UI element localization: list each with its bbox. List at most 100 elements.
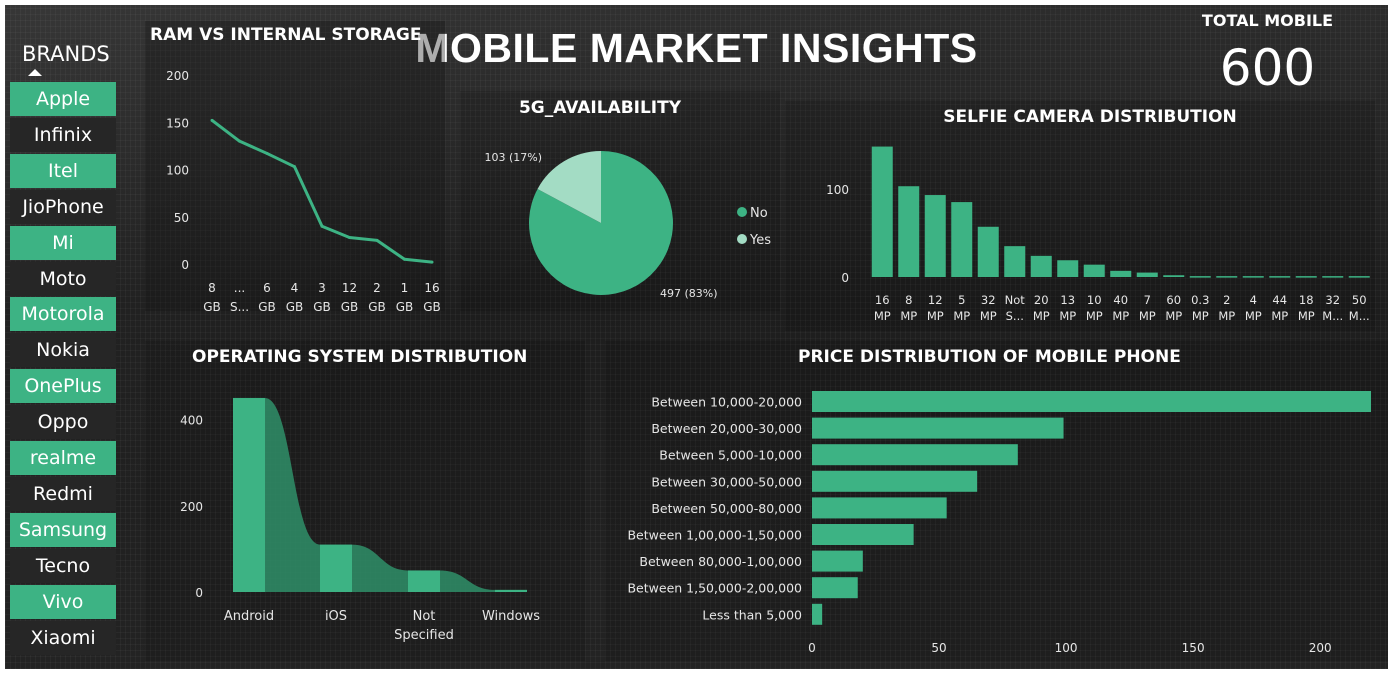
y-tick-label: Between 50,000-80,000	[651, 501, 802, 516]
brand-item-nokia[interactable]: Nokia	[10, 333, 116, 368]
x-tick-label: 20	[1034, 293, 1049, 307]
x-tick-label: Not	[413, 609, 436, 624]
brand-item-xiaomi[interactable]: Xiaomi	[10, 620, 116, 655]
total-mobile-label: TOTAL MOBILE	[1201, 11, 1334, 30]
ram-point	[293, 165, 296, 169]
brand-item-realme[interactable]: realme	[10, 441, 116, 475]
ram-chart-panel[interactable]: RAM VS INTERNAL STORAGE 0 50 100 150 200 8 GB.…	[145, 21, 445, 311]
x-tick-label: 3	[318, 281, 326, 295]
x-tick-label: 50	[1352, 293, 1367, 307]
x-tick-label: MP	[1298, 309, 1315, 323]
x-tick-label: MP	[1139, 309, 1156, 323]
os-bar	[320, 544, 352, 592]
price-bar-chart: Between 10,000-20,000 Between 20,000-30,0…	[627, 391, 1371, 655]
pie-data-label-no: 497 (83%)	[660, 287, 718, 300]
x-tick-label: 2	[1223, 293, 1230, 307]
selfie-bar	[871, 146, 893, 277]
y-tick-label: 400	[180, 414, 203, 428]
price-bar	[812, 577, 858, 599]
pie-slice-yes	[537, 151, 601, 223]
os-chart-title: OPERATING SYSTEM DISTRIBUTION	[192, 347, 528, 367]
y-tick-label: Between 30,000-50,000	[651, 474, 802, 489]
brand-item-mi[interactable]: Mi	[10, 225, 116, 260]
selfie-bar	[898, 186, 920, 277]
x-tick-label: GB	[286, 300, 304, 311]
selfie-bar	[951, 202, 973, 277]
brand-item-oppo[interactable]: Oppo	[10, 405, 116, 440]
x-tick-label: 12	[342, 281, 357, 295]
x-tick-label: 16	[424, 281, 439, 295]
y-tick-label: Between 5,000-10,000	[659, 448, 802, 463]
y-tick-label: 200	[166, 69, 189, 83]
x-tick-label: 5	[958, 293, 965, 307]
ram-point	[375, 238, 379, 242]
brand-item-motorola[interactable]: Motorola	[10, 297, 116, 332]
y-tick-label: 100	[826, 183, 849, 197]
brand-item-jiophone[interactable]: JioPhone	[10, 189, 116, 224]
legend-label-yes: Yes	[749, 233, 771, 248]
selfie-chart-panel[interactable]: SELFIE CAMERA DISTRIBUTION 0 100 16 MP 8 MP 12…	[785, 101, 1375, 331]
x-tick-label: 200	[1309, 641, 1332, 655]
price-bar	[812, 444, 1018, 466]
x-tick-label: iOS	[325, 609, 347, 624]
brand-item-infinix[interactable]: Infinix	[10, 117, 116, 152]
dashboard-canvas: BRANDS Apple Infinix Itel JioPhone Mi Moto Mot…	[5, 5, 1388, 669]
selfie-bar	[1057, 260, 1079, 277]
x-tick-label: MP	[1245, 309, 1262, 323]
x-tick-label: 8	[905, 293, 912, 307]
price-bar	[812, 497, 947, 519]
y-tick-label: Between 10,000-20,000	[651, 395, 802, 410]
5g-chart-panel[interactable]: 5G_AVAILABILITY 497 (83%) 103 (17%) No Yes	[460, 91, 780, 311]
x-tick-label: 0.3	[1191, 293, 1209, 307]
x-tick-label: 10	[1087, 293, 1102, 307]
os-bar	[408, 570, 440, 592]
os-ribbon	[265, 397, 320, 592]
selfie-bar	[1322, 276, 1344, 278]
brand-item-oneplus[interactable]: OnePlus	[10, 369, 116, 404]
x-tick-label: GB	[258, 300, 276, 311]
sort-arrow-up-icon[interactable]	[28, 69, 42, 76]
price-bar	[812, 391, 1371, 412]
brand-item-tecno[interactable]: Tecno	[10, 548, 116, 583]
page-title: MOBILE MARKET INSIGHTS	[415, 25, 978, 71]
x-tick-label: 8	[208, 281, 216, 295]
y-tick-label: Less than 5,000	[702, 607, 802, 622]
x-tick-label: 7	[1144, 293, 1151, 307]
ram-point	[430, 260, 434, 264]
x-tick-label: M...	[1322, 309, 1343, 323]
x-tick-label: 40	[1113, 293, 1128, 307]
selfie-bar	[1136, 272, 1158, 277]
y-tick-label: Between 1,00,000-1,50,000	[627, 528, 802, 543]
y-tick-label: Between 20,000-30,000	[651, 421, 802, 436]
x-tick-label: 13	[1060, 293, 1075, 307]
x-tick-label: 60	[1166, 293, 1181, 307]
y-tick-label: 150	[166, 116, 189, 130]
brand-item-moto[interactable]: Moto	[10, 261, 116, 296]
price-bar	[812, 603, 823, 625]
os-chart-panel[interactable]: OPERATING SYSTEM DISTRIBUTION 0 200 400 And…	[145, 341, 585, 661]
x-tick-label: MP	[980, 309, 997, 323]
price-chart-panel[interactable]: PRICE DISTRIBUTION OF MOBILE PHONE Betwe…	[605, 341, 1388, 661]
x-tick-label: Specified	[394, 628, 454, 643]
ram-point	[348, 236, 351, 240]
os-ribbon	[352, 544, 408, 592]
x-tick-label: MP	[1086, 309, 1103, 323]
price-chart-title: PRICE DISTRIBUTION OF MOBILE PHONE	[798, 347, 1181, 367]
legend-marker-no	[737, 207, 747, 217]
slicer-title: BRANDS	[22, 42, 110, 66]
brand-item-itel[interactable]: Itel	[10, 153, 116, 188]
x-tick-label: S...	[230, 300, 249, 311]
brand-item-apple[interactable]: Apple	[10, 82, 116, 116]
brand-item-vivo[interactable]: Vivo	[10, 584, 116, 619]
brand-item-redmi[interactable]: Redmi	[10, 476, 116, 511]
selfie-bar	[1348, 276, 1370, 278]
x-tick-label: 6	[263, 281, 271, 295]
x-tick-label: 18	[1299, 293, 1314, 307]
x-tick-label: MP	[1218, 309, 1235, 323]
x-tick-label: 100	[1055, 641, 1078, 655]
selfie-bar	[977, 226, 999, 277]
brand-item-samsung[interactable]: Samsung	[10, 512, 116, 547]
price-bar	[812, 550, 863, 572]
selfie-bar	[1269, 276, 1291, 278]
x-tick-label: MP	[1271, 309, 1288, 323]
